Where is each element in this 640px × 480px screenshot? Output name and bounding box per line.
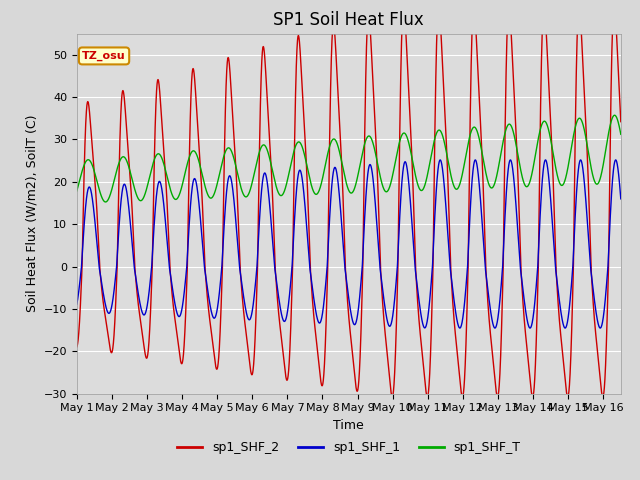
sp1_SHF_T <box>520 180 528 186</box>
Text: TZ_osu: TZ_osu <box>82 51 126 61</box>
Line: sp1_SHF_T: sp1_SHF_T <box>77 115 621 202</box>
sp1_SHF_1 <box>281 319 289 324</box>
sp1_SHF_1 <box>427 288 435 293</box>
sp1_SHF_2 <box>520 314 528 320</box>
Title: SP1 Soil Heat Flux: SP1 Soil Heat Flux <box>273 11 424 29</box>
sp1_SHF_T <box>427 155 435 161</box>
sp1_SHF_2 <box>599 394 607 400</box>
sp1_SHF_T <box>479 154 486 160</box>
sp1_SHF_2 <box>617 119 625 125</box>
sp1_SHF_1 <box>399 167 407 173</box>
sp1_SHF_2 <box>479 170 486 176</box>
Line: sp1_SHF_1: sp1_SHF_1 <box>77 160 621 328</box>
sp1_SHF_2 <box>399 6 407 12</box>
sp1_SHF_1 <box>73 301 81 307</box>
sp1_SHF_1 <box>612 157 620 163</box>
sp1_SHF_1 <box>520 296 528 302</box>
sp1_SHF_2 <box>73 344 81 350</box>
sp1_SHF_2 <box>575 3 583 9</box>
sp1_SHF_T <box>102 199 109 205</box>
sp1_SHF_T <box>399 131 407 136</box>
sp1_SHF_1 <box>596 325 604 331</box>
sp1_SHF_1 <box>617 196 625 202</box>
X-axis label: Time: Time <box>333 419 364 432</box>
sp1_SHF_T <box>281 187 289 193</box>
sp1_SHF_2 <box>427 349 435 355</box>
sp1_SHF_T <box>73 188 81 194</box>
sp1_SHF_2 <box>281 365 289 371</box>
sp1_SHF_1 <box>479 228 486 234</box>
sp1_SHF_1 <box>172 304 179 310</box>
Legend: sp1_SHF_2, sp1_SHF_1, sp1_SHF_T: sp1_SHF_2, sp1_SHF_1, sp1_SHF_T <box>172 436 525 459</box>
sp1_SHF_T <box>172 196 180 202</box>
Y-axis label: Soil Heat Flux (W/m2), SoilT (C): Soil Heat Flux (W/m2), SoilT (C) <box>25 115 38 312</box>
sp1_SHF_T <box>617 132 625 137</box>
Line: sp1_SHF_2: sp1_SHF_2 <box>77 6 621 397</box>
sp1_SHF_2 <box>172 321 179 327</box>
sp1_SHF_T <box>611 112 618 118</box>
